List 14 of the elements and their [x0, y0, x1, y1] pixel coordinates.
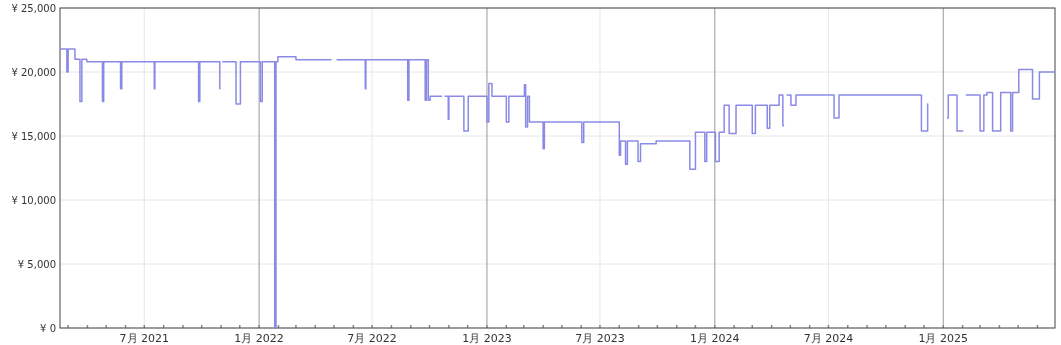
x-tick-label: 7月 2023 — [575, 332, 625, 345]
y-tick-label: ¥ 15,000 — [11, 131, 56, 142]
x-tick-label: 1月 2025 — [918, 332, 969, 345]
x-tick-label: 1月 2022 — [234, 332, 284, 345]
y-tick-label: ¥ 5,000 — [17, 259, 56, 270]
x-tick-label: 1月 2024 — [690, 332, 740, 345]
y-tick-label: ¥ 0 — [40, 323, 56, 334]
y-tick-label: ¥ 10,000 — [11, 195, 56, 206]
x-tick-label: 7月 2024 — [803, 332, 854, 345]
x-tick-label: 1月 2023 — [462, 332, 512, 345]
y-tick-label: ¥ 20,000 — [11, 67, 56, 78]
y-tick-label: ¥ 25,000 — [11, 3, 56, 14]
x-tick-label: 7月 2022 — [347, 332, 397, 345]
x-tick-label: 7月 2021 — [119, 332, 170, 345]
